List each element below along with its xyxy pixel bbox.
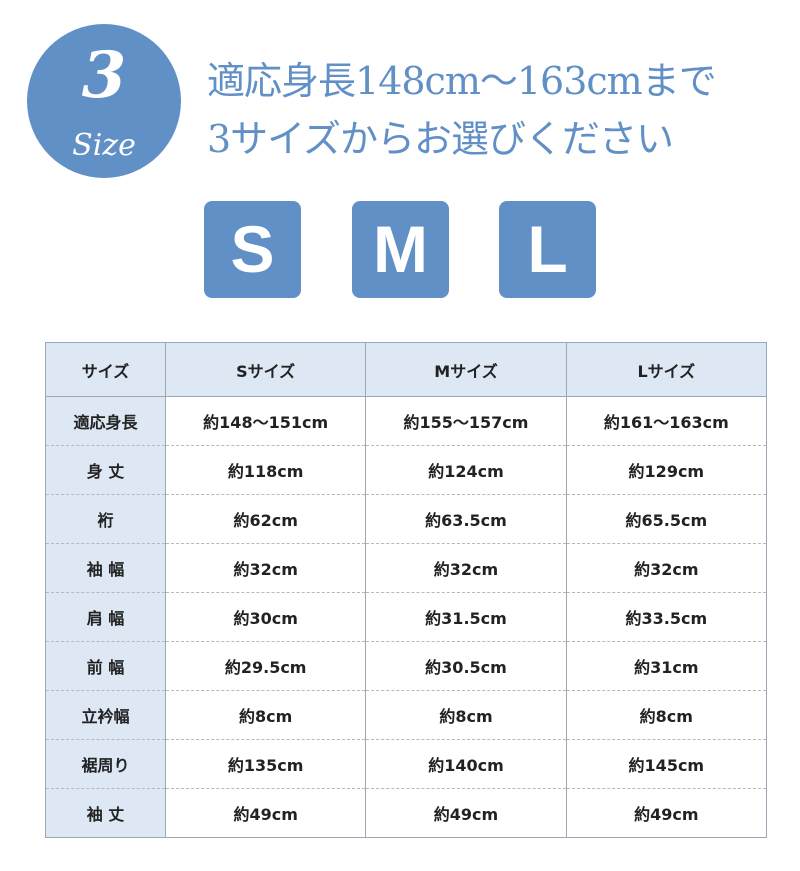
row-label: 適応身長 [45,396,166,446]
table-cell: 約155〜157cm [365,396,567,446]
table-row: 肩 幅約30cm 約31.5cm 約33.5cm [45,592,767,642]
size-s-box: S [204,201,301,298]
row-label: 立衿幅 [45,690,166,740]
table-cell: 約63.5cm [365,494,567,544]
badge-label: Size [72,128,136,163]
row-label: 裄 [45,494,166,544]
table-cell: 約32cm [365,543,567,593]
table-cell: 約32cm [565,543,767,593]
size-l-box: L [499,201,596,298]
size-table: サイズ Sサイズ Mサイズ Lサイズ 適応身長 約148〜151cm 約155〜15… [45,342,767,838]
table-cell: 約8cm [365,690,567,740]
table-cell: 約8cm [565,690,767,740]
table-cell: 約65.5cm [565,494,767,544]
table-row: 裾周り 約135cm 約140cm 約145cm [45,739,767,789]
table-cell: 約145cm [565,739,767,789]
table-cell: 約161〜163cm [565,396,767,446]
table-cell: 約32cm [164,543,366,593]
headline: 適応身長148cm〜163cmまで 3サイズからお選びください [207,52,717,168]
table-row: 裄約62cm 約63.5cm 約65.5cm [45,494,767,544]
table-cell: 約31cm [565,641,767,691]
row-label: 身 丈 [45,445,166,495]
table-row: 立衿幅 約8cm 約8cm 約8cm [45,690,767,740]
row-label: 前 幅 [45,641,166,691]
row-label: 裾周り [45,739,166,789]
table-cell: 約30cm [164,592,366,642]
table-cell: 約118cm [164,445,366,495]
table-row: 袖 幅約32cm 約32cm 約32cm [45,543,767,593]
table-cell: 約33.5cm [565,592,767,642]
badge-number: 3 [81,38,127,113]
table-cell: 約8cm [164,690,366,740]
row-label: 袖 丈 [45,788,166,838]
table-cell: 約124cm [365,445,567,495]
table-cell: 約49cm [365,788,567,838]
headline-line2: 3サイズからお選びください [207,117,674,161]
table-cell: 約49cm [164,788,366,838]
table-row: 前 幅約29.5cm 約30.5cm 約31cm [45,641,767,691]
table-row: 袖 丈約49cm 約49cm 約49cm [45,788,767,838]
row-label: 袖 幅 [45,543,166,593]
table-cell: 約148〜151cm [164,396,366,446]
table-header: Lサイズ [565,342,767,397]
table-header-row: サイズ Sサイズ Mサイズ Lサイズ [45,342,767,397]
table-header: サイズ [45,342,166,397]
table-cell: 約31.5cm [365,592,567,642]
table-cell: 約62cm [164,494,366,544]
table-cell: 約29.5cm [164,641,366,691]
size-count-badge: 3 Size [27,24,181,178]
table-row: 適応身長 約148〜151cm 約155〜157cm 約161〜163cm [45,396,767,446]
table-row: 身 丈約118cm 約124cm 約129cm [45,445,767,495]
table-cell: 約129cm [565,445,767,495]
table-cell: 約140cm [365,739,567,789]
headline-line1: 適応身長148cm〜163cmまで [207,59,717,103]
table-cell: 約30.5cm [365,641,567,691]
table-header: Sサイズ [164,342,366,397]
size-m-box: M [352,201,449,298]
row-label: 肩 幅 [45,592,166,642]
table-cell: 約135cm [164,739,366,789]
table-header: Mサイズ [365,342,567,397]
table-cell: 約49cm [565,788,767,838]
